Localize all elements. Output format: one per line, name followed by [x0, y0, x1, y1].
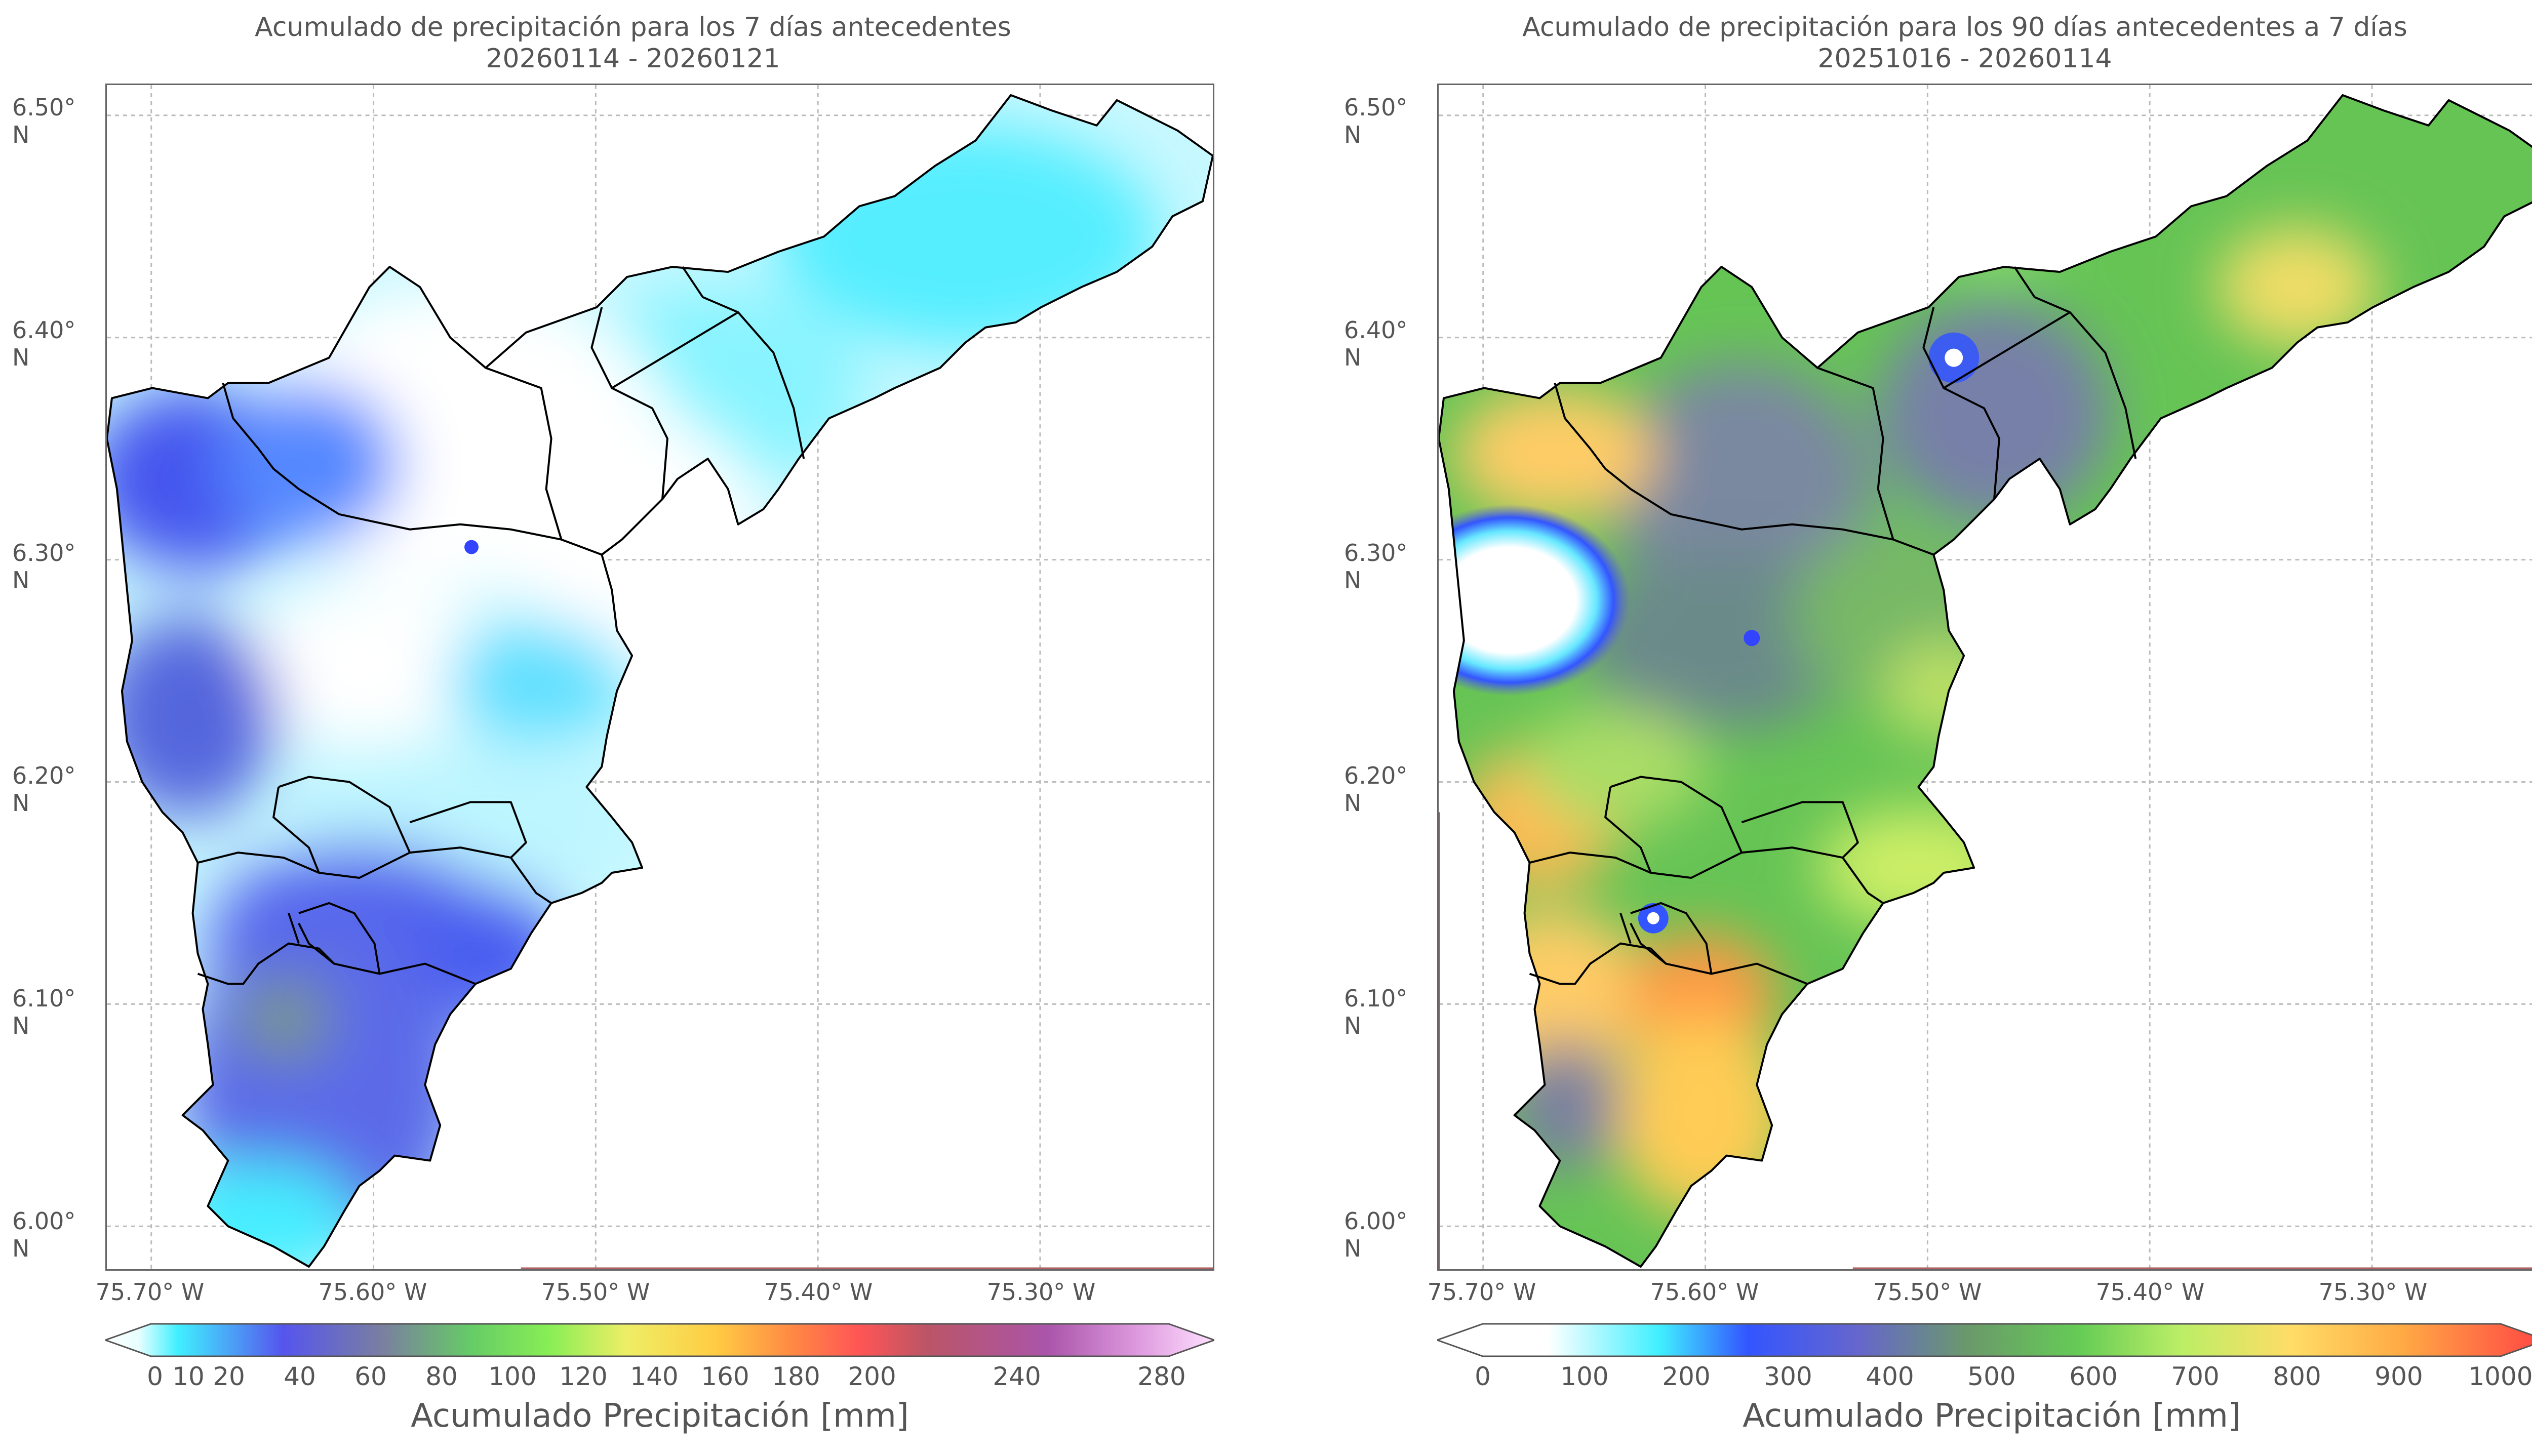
colorbar-label: Acumulado Precipitación [mm]: [1743, 1397, 2241, 1435]
lon-label: 75.30° W: [2318, 1278, 2428, 1306]
colorbar-tick: 40: [284, 1362, 316, 1391]
colorbar-tick: 140: [630, 1362, 679, 1391]
lon-label: 75.70° W: [95, 1278, 205, 1306]
colorbar-tick: 160: [701, 1362, 749, 1391]
colorbar: [1435, 1322, 2532, 1358]
lat-label: 6.20° N: [12, 762, 76, 817]
precipitation-field: [1439, 95, 2532, 1267]
colorbar-tick: 20: [213, 1362, 245, 1391]
colorbar-tick: 180: [772, 1362, 820, 1391]
precipitation-map: [105, 84, 1214, 1271]
panel-title: Acumulado de precipitación para los 90 d…: [1522, 12, 2407, 43]
lat-label: 6.00° N: [1344, 1207, 1408, 1262]
colorbar-tick: 280: [1137, 1362, 1186, 1391]
basin-borders: [1439, 94, 2532, 1268]
basin-borders: [107, 94, 1213, 1268]
colorbar-tick: 300: [1764, 1362, 1812, 1391]
map-panel-90-days: Acumulado de precipitación para los 90 d…: [1332, 0, 2532, 1456]
colorbar-tick: 600: [2069, 1362, 2118, 1391]
lon-label: 75.40° W: [764, 1278, 873, 1306]
colorbar-tick: 400: [1866, 1362, 1914, 1391]
colorbar-tick: 240: [993, 1362, 1041, 1391]
panel-title: Acumulado de precipitación para los 7 dí…: [255, 12, 1011, 43]
colorbar-tick: 900: [2375, 1362, 2423, 1391]
colorbar-tick: 0: [147, 1362, 163, 1391]
lon-label: 75.40° W: [2095, 1278, 2205, 1306]
colorbar-tick: 60: [354, 1362, 387, 1391]
colorbar-tick: 1000: [2468, 1362, 2532, 1391]
map-panel-7-days: Acumulado de precipitación para los 7 dí…: [12, 12, 1217, 1435]
lon-label: 75.60° W: [318, 1278, 427, 1306]
lon-label: 75.30° W: [986, 1278, 1096, 1306]
lat-label: 6.40° N: [12, 316, 76, 371]
colorbar-tick: 100: [1560, 1362, 1609, 1391]
colorbar-tick: 800: [2273, 1362, 2321, 1391]
colorbar-tick: 200: [1662, 1362, 1711, 1391]
colorbar-tick: 700: [2171, 1362, 2220, 1391]
colorbar-tick: 500: [1967, 1362, 2016, 1391]
lat-label: 6.40° N: [1344, 316, 1408, 371]
lat-label: 6.30° N: [12, 539, 76, 594]
lon-label: 75.60° W: [1650, 1278, 1759, 1306]
colorbar-tick: 200: [848, 1362, 896, 1391]
lat-label: 6.30° N: [1344, 539, 1408, 594]
colorbar-tick: 10: [172, 1362, 205, 1391]
lat-label: 6.00° N: [12, 1207, 76, 1262]
lat-label: 6.50° N: [1344, 94, 1408, 148]
precipitation-map: [1437, 84, 2532, 1271]
colorbar-tick: 100: [488, 1362, 537, 1391]
lat-label: 6.50° N: [12, 94, 76, 148]
lon-label: 75.50° W: [541, 1278, 650, 1306]
panel-date-range: 20251016 - 20260114: [1817, 44, 2112, 74]
lat-label: 6.10° N: [12, 985, 76, 1039]
colorbar: [103, 1322, 1217, 1358]
colorbar-tick: 120: [559, 1362, 608, 1391]
lat-label: 6.10° N: [1344, 985, 1408, 1039]
lon-label: 75.50° W: [1873, 1278, 1982, 1306]
colorbar-tick: 0: [1475, 1362, 1491, 1391]
lon-label: 75.70° W: [1427, 1278, 1536, 1306]
colorbar-tick: 80: [425, 1362, 458, 1391]
colorbar-label: Acumulado Precipitación [mm]: [411, 1397, 909, 1435]
panel-date-range: 20260114 - 20260121: [486, 44, 780, 74]
lat-label: 6.20° N: [1344, 762, 1408, 817]
precipitation-field: [107, 95, 1213, 1267]
